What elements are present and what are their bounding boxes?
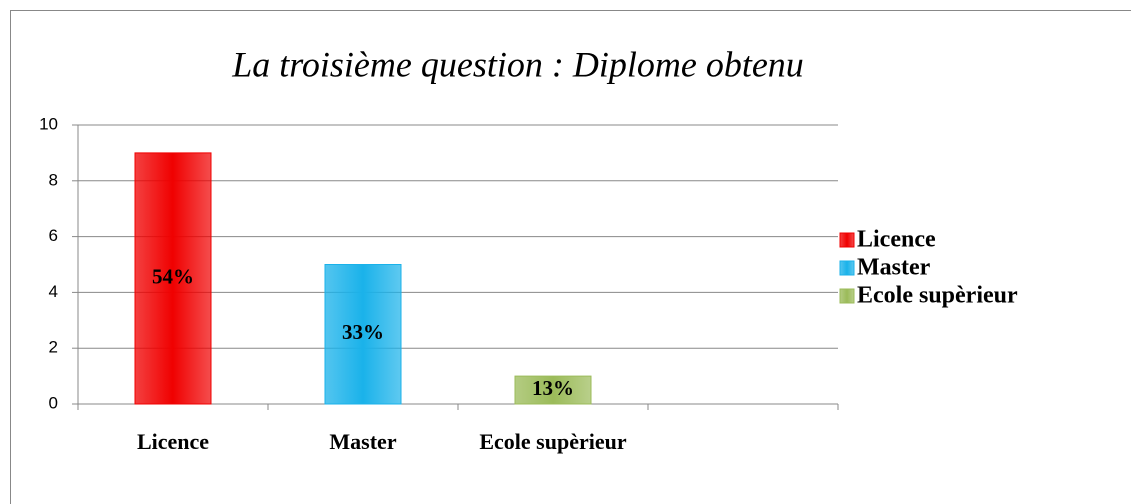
legend-swatch bbox=[839, 232, 855, 248]
legend-swatch bbox=[839, 288, 855, 304]
x-tick-label: Master bbox=[329, 429, 397, 454]
bar bbox=[134, 152, 212, 405]
y-tick-label: 6 bbox=[49, 226, 58, 245]
y-tick-label: 10 bbox=[39, 114, 58, 133]
data-label: 54% bbox=[152, 264, 194, 288]
bar bbox=[324, 264, 402, 405]
x-tick-label: Ecole supèrieur bbox=[479, 429, 627, 454]
legend-swatch bbox=[839, 260, 855, 276]
y-tick-label: 4 bbox=[49, 282, 58, 301]
data-label: 33% bbox=[342, 320, 384, 344]
bar bbox=[514, 375, 592, 405]
chart-title: La troisième question : Diplome obtenu bbox=[231, 44, 804, 84]
legend-label: Ecole supèrieur bbox=[857, 283, 1018, 309]
legend-label: Licence bbox=[857, 227, 936, 253]
x-tick-label: Licence bbox=[136, 429, 210, 454]
y-tick-label: 0 bbox=[49, 393, 58, 412]
data-label: 13% bbox=[532, 376, 574, 400]
y-tick-label: 2 bbox=[49, 338, 58, 357]
y-tick-label: 8 bbox=[49, 170, 58, 189]
legend-label: Master bbox=[857, 255, 931, 281]
